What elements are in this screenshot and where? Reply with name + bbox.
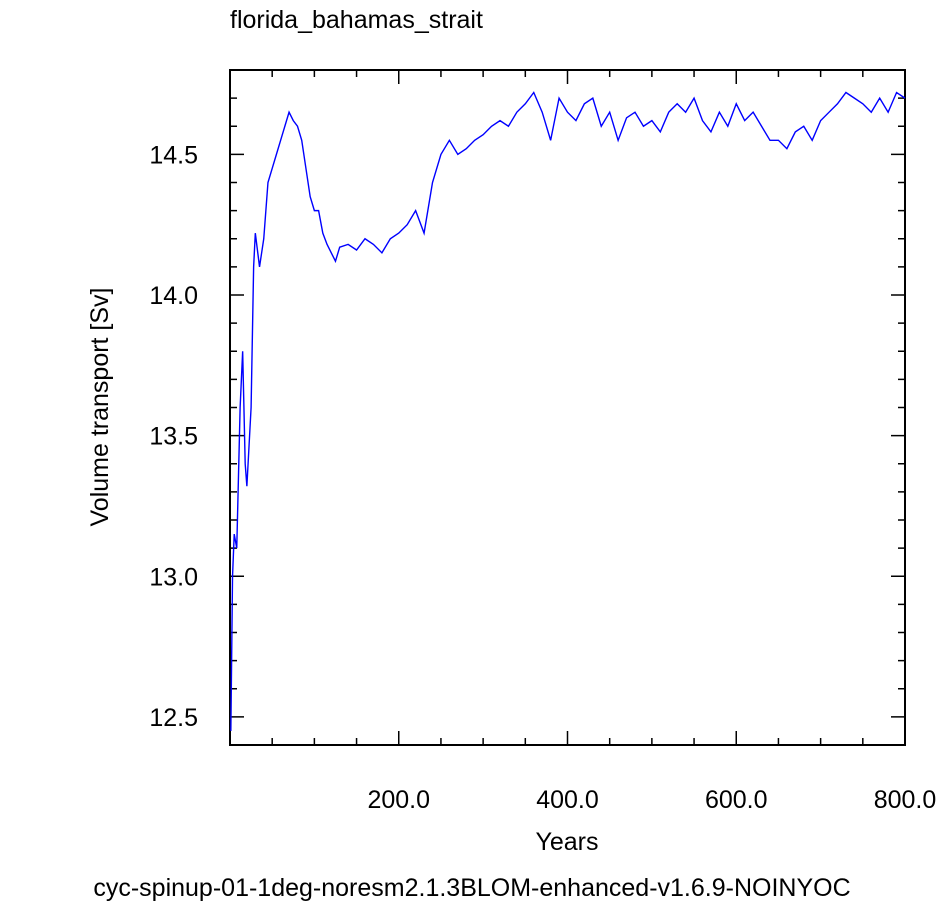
x-tick-label: 600.0: [705, 786, 768, 814]
chart-title: florida_bahamas_strait: [230, 6, 483, 34]
y-tick-label: 13.0: [149, 563, 198, 591]
y-tick-label: 13.5: [149, 423, 198, 451]
plot-frame: [229, 69, 906, 746]
y-tick-label: 14.5: [149, 141, 198, 169]
y-tick-label: 12.5: [149, 704, 198, 732]
y-axis-label: Volume transport [Sv]: [86, 287, 114, 526]
x-tick-label: 800.0: [874, 786, 937, 814]
footer: cyc-spinup-01-1deg-noresm2.1.3BLOM-enhan…: [93, 874, 850, 902]
x-tick-label: 200.0: [367, 786, 430, 814]
data-line: [230, 91, 906, 731]
x-axis-label: Years: [535, 828, 598, 856]
x-tick-label: 400.0: [536, 786, 599, 814]
y-tick-label: 14.0: [149, 282, 198, 310]
